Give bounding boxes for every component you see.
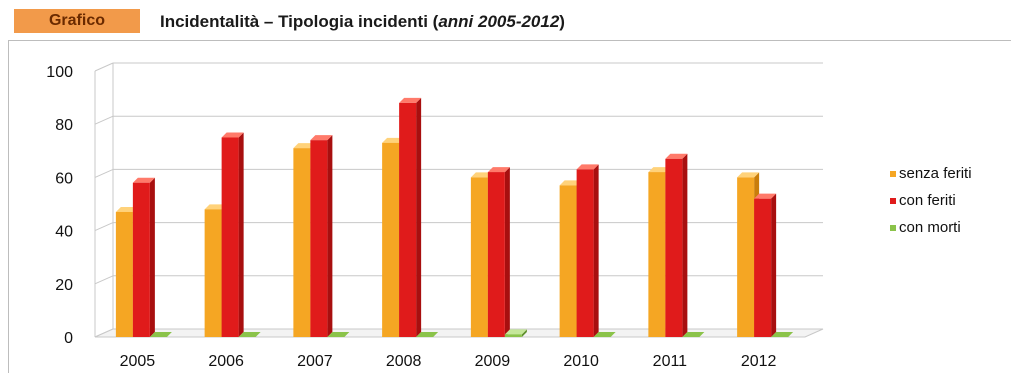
bar-side [682, 153, 688, 337]
legend-item-con-morti: con morti [890, 214, 972, 241]
bar-top [310, 135, 333, 141]
legend-item-senza-feriti: senza feriti [890, 160, 972, 187]
chart-floor [94, 328, 824, 338]
bar-top [221, 132, 244, 138]
bar-top [293, 143, 316, 149]
bar [504, 334, 522, 337]
y-tick-label: 0 [64, 330, 73, 347]
legend-label: con morti [899, 219, 961, 236]
bar [754, 198, 772, 337]
bar-top [648, 167, 671, 173]
gridline-side [94, 115, 114, 125]
chart-title-italic: anni 2005-2012 [438, 12, 560, 31]
bar [221, 137, 239, 337]
legend-label: senza feriti [899, 165, 972, 182]
bar [593, 332, 616, 337]
bar-top [487, 167, 510, 173]
bar [682, 332, 705, 337]
x-tick-label: 2011 [653, 353, 688, 370]
chart-title-main: Incidentalità – Tipologia incidenti ( [160, 12, 439, 31]
bar-side [416, 97, 422, 337]
legend: senza feriti con feriti con morti [890, 160, 972, 241]
bar [559, 185, 577, 337]
bar [149, 332, 172, 337]
bar-top [204, 204, 227, 210]
chart-title: Incidentalità – Tipologia incidenti (ann… [160, 10, 565, 34]
x-tick-label: 2012 [741, 353, 777, 370]
gridline-side [94, 222, 114, 232]
legend-item-con-feriti: con feriti [890, 187, 972, 214]
bar [665, 158, 683, 337]
bar [576, 169, 594, 337]
legend-swatch [890, 170, 896, 177]
bar [293, 148, 311, 337]
legend-label: con feriti [899, 192, 956, 209]
x-tick-label: 2005 [120, 353, 156, 370]
bar [132, 182, 150, 337]
bar [399, 102, 417, 337]
bar-top [576, 164, 599, 170]
bar-top [737, 172, 760, 178]
legend-swatch [890, 224, 896, 231]
gridline-side [94, 275, 114, 285]
bar [238, 332, 261, 337]
bar [327, 332, 350, 337]
y-tick-label: 40 [55, 224, 73, 241]
y-tick-label: 100 [46, 64, 73, 81]
bar-side [593, 164, 599, 337]
bar [648, 172, 666, 337]
bar [310, 140, 328, 337]
bar [416, 332, 439, 337]
bar-side [521, 329, 527, 337]
bar [115, 211, 133, 337]
chart-tag: Grafico [14, 9, 140, 33]
bar-side [327, 135, 333, 337]
y-tick-label: 80 [55, 117, 73, 134]
x-tick-label: 2009 [475, 353, 511, 370]
y-tick-label: 60 [55, 170, 73, 187]
bar-top [754, 193, 777, 199]
bar-top [665, 153, 688, 159]
bar [204, 209, 222, 337]
bar-top [559, 180, 582, 186]
bar-top [399, 97, 422, 103]
bar-side [149, 177, 155, 337]
chart-title-end: ) [559, 12, 565, 31]
x-tick-label: 2010 [563, 353, 599, 370]
bar-side [238, 132, 244, 337]
bar-top [382, 137, 405, 143]
bar [382, 142, 400, 337]
gridline-side [94, 168, 114, 178]
bar [487, 172, 505, 337]
x-tick-label: 2008 [386, 353, 422, 370]
bar-top [504, 329, 527, 335]
header: Grafico Incidentalità – Tipologia incide… [0, 0, 1017, 44]
legend-swatch [890, 197, 896, 204]
bar-top [115, 206, 138, 212]
bar-side [771, 193, 777, 337]
chart-frame [8, 40, 1011, 373]
x-tick-label: 2006 [208, 353, 244, 370]
bar-top [470, 172, 493, 178]
x-tick-label: 2007 [297, 353, 333, 370]
bar [470, 177, 488, 337]
bar-top [132, 177, 155, 183]
bar [737, 177, 755, 337]
y-tick-label: 20 [55, 277, 73, 294]
bar-side [504, 167, 510, 337]
bar [771, 332, 794, 337]
gridline-side [94, 62, 114, 72]
